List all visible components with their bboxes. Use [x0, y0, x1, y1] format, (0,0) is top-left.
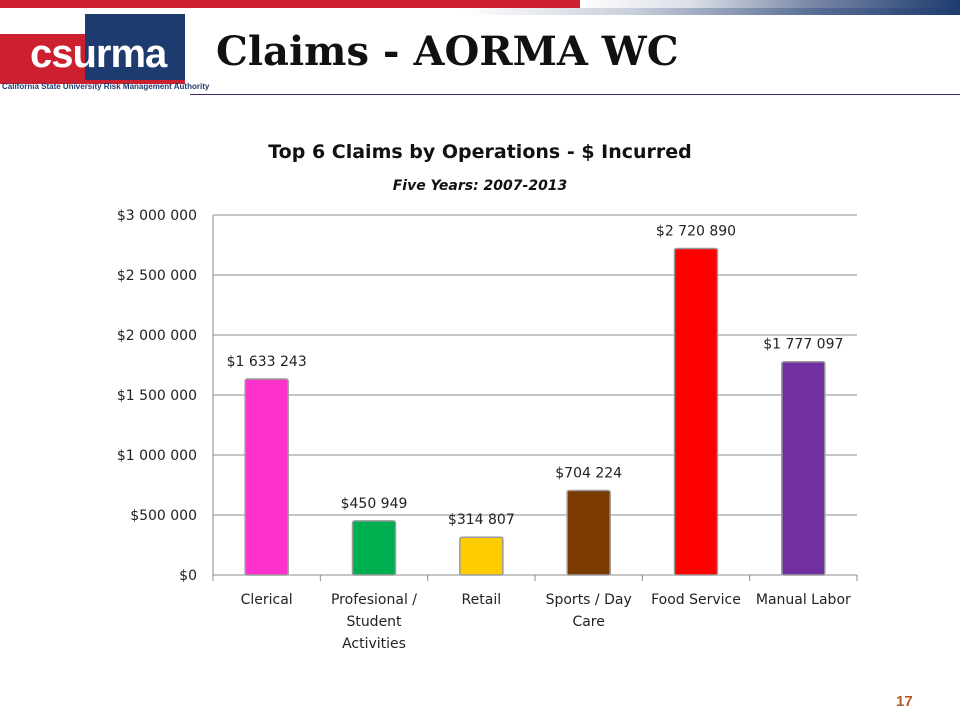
bar-shade-3: [570, 493, 608, 572]
top-red-stripe: [0, 0, 580, 8]
chart-title: Top 6 Claims by Operations - $ Incurred: [268, 141, 692, 163]
bar-shade-2: [462, 540, 500, 572]
data-label: $450 949: [341, 496, 408, 512]
category-label: Care: [572, 614, 604, 630]
category-label: Profesional /: [331, 592, 417, 608]
page-number: 17: [896, 693, 913, 710]
data-label: $704 224: [555, 465, 622, 481]
y-tick-label: $500 000: [130, 508, 197, 524]
logo-text: csurma: [30, 32, 167, 76]
bar-shade-0: [248, 382, 286, 572]
logo-blue-block: [85, 14, 185, 80]
y-tick-label: $3 000 000: [117, 208, 197, 224]
category-label: Manual Labor: [756, 592, 851, 608]
category-label: Sports / Day: [546, 592, 632, 608]
y-tick-label: $1 500 000: [117, 388, 197, 404]
csurma-logo: csurma California State University Risk …: [0, 14, 209, 92]
bar-shade-4: [677, 251, 715, 572]
y-tick-label: $2 000 000: [117, 328, 197, 344]
category-label: Retail: [462, 592, 502, 608]
category-label: Clerical: [241, 592, 293, 608]
top-blue-gradient: [580, 0, 960, 8]
category-label: Activities: [342, 636, 406, 652]
y-tick-label: $2 500 000: [117, 268, 197, 284]
category-label: Food Service: [651, 592, 741, 608]
logo-tagline: California State University Risk Managem…: [2, 82, 210, 91]
data-label: $314 807: [448, 512, 515, 528]
y-tick-label: $0: [179, 568, 197, 584]
y-tick-label: $1 000 000: [117, 448, 197, 464]
chart-subtitle: Five Years: 2007-2013: [392, 178, 568, 194]
data-label: $1 633 243: [227, 354, 307, 370]
top-blue-stripe: [460, 8, 960, 15]
title-rule: [190, 94, 960, 95]
slide-title: Claims - AORMA WC: [216, 28, 679, 75]
bar-shade-5: [784, 364, 822, 572]
category-label: Student: [346, 614, 402, 630]
data-label: $1 777 097: [763, 337, 843, 353]
bar-shade-1: [355, 523, 393, 572]
data-label: $2 720 890: [656, 223, 736, 239]
